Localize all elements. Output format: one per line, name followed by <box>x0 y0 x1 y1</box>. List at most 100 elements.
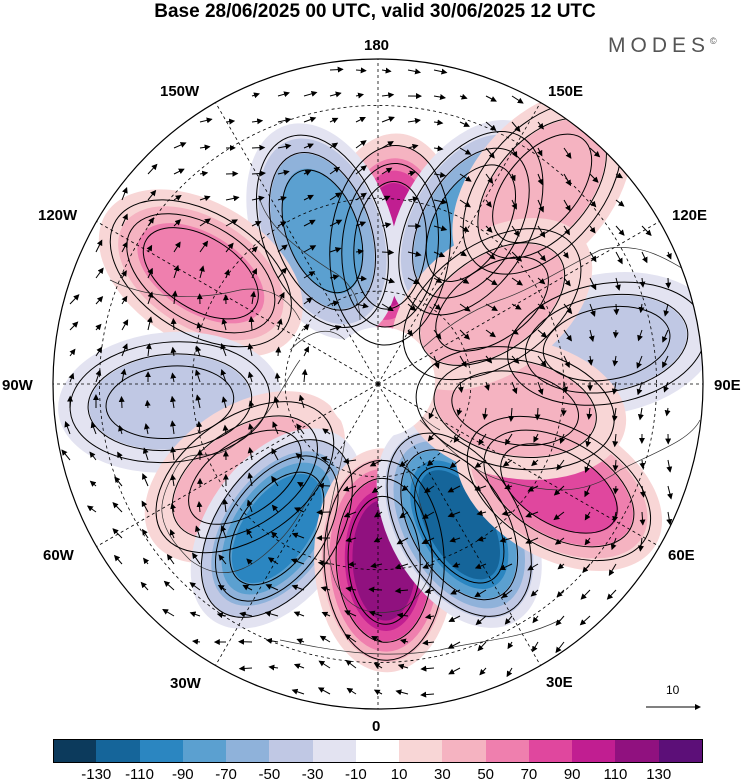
wind-arrow <box>421 537 435 545</box>
wind-arrow <box>589 199 597 208</box>
wind-arrow <box>589 251 597 263</box>
wind-arrow <box>121 187 128 201</box>
meridian-line <box>215 102 379 385</box>
latitude-circle <box>191 197 565 571</box>
wind-arrow <box>89 480 97 487</box>
wind-arrow <box>459 355 467 368</box>
colorbar-tick-label: 50 <box>477 766 494 783</box>
brand-name: MODES <box>608 34 711 57</box>
wind-arrow <box>477 535 487 542</box>
wind-arrow <box>250 290 257 305</box>
wind-arrow <box>371 635 383 643</box>
wind-arrow <box>407 68 422 75</box>
wind-arrow <box>485 251 496 260</box>
height-contour <box>171 415 318 540</box>
wind-arrow <box>447 511 461 518</box>
wind-arrow <box>355 302 369 309</box>
wind-arrow <box>147 189 157 201</box>
wind-arrow <box>329 66 344 73</box>
wind-arrow <box>433 171 447 178</box>
wind-arrow <box>610 537 617 551</box>
modes-logo: MODES© <box>608 34 717 58</box>
wind-arrow <box>424 588 435 594</box>
wind-arrow <box>61 449 71 461</box>
wind-arrow <box>534 407 541 421</box>
wind-arrow <box>145 343 152 357</box>
lon-label-30e: 30E <box>546 674 573 691</box>
wind-arrow <box>113 554 123 565</box>
wind-arrow <box>476 509 487 516</box>
wind-arrow <box>251 267 257 279</box>
wind-arrow <box>114 476 123 487</box>
wind-arrow <box>637 407 644 421</box>
wind-arrow <box>420 665 435 672</box>
wind-arrow <box>246 499 253 513</box>
colorbar-tick-label: -50 <box>258 766 281 783</box>
wind-arrow <box>510 173 516 182</box>
wind-arrow <box>420 691 435 698</box>
wind-arrow <box>478 433 487 446</box>
wind-arrow <box>587 355 594 366</box>
colorbar-swatch <box>442 739 487 763</box>
wind-arrow <box>448 667 461 675</box>
wind-arrow <box>381 92 395 99</box>
wind-arrow <box>329 117 339 124</box>
wind-arrow <box>242 584 253 591</box>
height-contour <box>229 471 325 586</box>
height-contour <box>402 228 582 381</box>
wind-arrow <box>142 473 149 487</box>
wind-arrow <box>199 218 211 227</box>
wind-arrow <box>264 610 279 617</box>
wind-arrow <box>433 355 440 369</box>
height-contour <box>155 401 335 554</box>
wind-arrow <box>381 249 395 256</box>
wind-arrow <box>588 329 595 343</box>
wind-arrow <box>531 459 539 467</box>
wind-arrow <box>303 90 318 97</box>
wind-arrow <box>247 343 254 357</box>
wind-arrow <box>453 433 461 443</box>
wind-arrow <box>368 610 383 617</box>
wind-arrow <box>433 198 448 205</box>
wind-arrow <box>141 500 149 513</box>
wind-arrow <box>511 147 518 158</box>
wind-arrow <box>329 247 342 253</box>
meridian-line <box>377 383 541 666</box>
wind-arrow <box>537 173 544 186</box>
wind-arrow <box>399 638 409 645</box>
colorbar-tick-label: -110 <box>125 766 154 783</box>
wind-arrow <box>95 369 102 383</box>
wind-arrow <box>381 67 392 74</box>
wind-arrow <box>170 317 177 331</box>
wind-arrow <box>291 688 305 695</box>
wind-arrow <box>225 242 234 253</box>
wind-arrow <box>247 423 254 435</box>
wind-arrow <box>531 641 539 653</box>
wind-arrow <box>407 117 421 124</box>
wind-arrow <box>554 537 565 545</box>
wind-arrow <box>611 381 618 395</box>
wind-arrow <box>298 394 305 409</box>
wind-arrow <box>537 251 547 262</box>
wind-arrow <box>615 199 625 207</box>
wind-arrow <box>162 608 175 617</box>
wind-arrow <box>499 536 513 543</box>
wind-arrow <box>433 119 444 126</box>
wind-arrow <box>557 563 565 570</box>
meridian-line <box>377 383 660 547</box>
wind-arrow <box>170 473 177 487</box>
wind-arrow <box>479 667 487 676</box>
wind-arrow <box>395 689 409 696</box>
wind-arrow <box>220 369 227 383</box>
wind-arrow <box>297 481 305 488</box>
wind-arrow <box>276 318 283 331</box>
wind-arrow <box>457 381 464 394</box>
colorbar-tick-label: 110 <box>603 766 628 783</box>
wind-arrow <box>268 664 279 671</box>
wind-arrow <box>447 641 461 649</box>
wind-arrow <box>484 381 490 391</box>
wind-arrow <box>579 615 591 626</box>
wind-arrow <box>638 303 645 314</box>
wind-arrow <box>612 511 619 523</box>
